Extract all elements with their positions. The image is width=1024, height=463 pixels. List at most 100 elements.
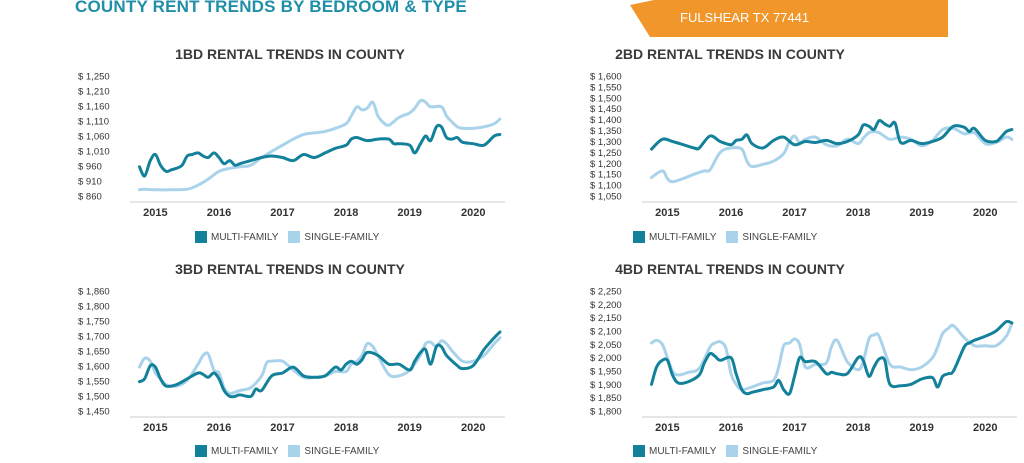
x-tick-label: 2020 [461, 207, 485, 219]
x-tick-label: 2017 [782, 207, 806, 219]
series-line-multi-family [138, 123, 502, 178]
y-tick-label: $ 1,210 [78, 87, 110, 98]
x-tick-label: 2015 [143, 422, 167, 434]
legend-1bd: MULTI-FAMILY SINGLE-FAMILY [195, 231, 389, 243]
legend-item-multi-family: MULTI-FAMILY [195, 445, 278, 457]
y-tick-label: $ 1,300 [590, 137, 622, 148]
y-tick-label: $ 1,450 [78, 407, 110, 418]
y-tick-label: $ 910 [78, 177, 102, 188]
y-tick-label: $ 1,550 [590, 82, 622, 93]
y-tick-label: $ 1,010 [78, 147, 110, 158]
y-tick-label: $ 1,800 [590, 407, 622, 418]
legend-label-multi: MULTI-FAMILY [211, 445, 279, 457]
legend-label-multi: MULTI-FAMILY [211, 231, 279, 243]
legend-label-single: SINGLE-FAMILY [304, 231, 380, 243]
x-tick-label: 2020 [973, 422, 997, 434]
y-tick-label: $ 1,550 [78, 377, 110, 388]
y-tick-label: $ 1,600 [590, 72, 622, 83]
x-tick-label: 2020 [973, 207, 997, 219]
legend-label-single: SINGLE-FAMILY [742, 445, 818, 457]
legend-swatch-single [726, 445, 739, 457]
y-tick-label: $ 1,350 [590, 126, 622, 137]
legend-item-multi-family: MULTI-FAMILY [633, 231, 716, 243]
y-tick-label: $ 1,450 [590, 104, 622, 115]
location-banner: FULSHEAR TX 77441 [630, 0, 948, 37]
x-tick-label: 2019 [909, 422, 933, 434]
legend-swatch-single [288, 445, 301, 457]
y-tick-label: $ 960 [78, 162, 102, 173]
y-tick-label: $ 1,650 [78, 347, 110, 358]
y-tick-label: $ 2,250 [590, 287, 622, 298]
location-label: FULSHEAR TX 77441 [680, 10, 810, 25]
chart-4bd: $ 2,250 $ 2,200 $ 2,150 $ 2,100 $ 2,050 $ 2,0… [590, 287, 1017, 434]
y-tick-label: $ 1,150 [590, 170, 622, 181]
x-tick-label: 2017 [782, 422, 806, 434]
legend-item-multi-family: MULTI-FAMILY [195, 231, 278, 243]
x-tick-label: 2018 [334, 207, 358, 219]
y-tick-label: $ 1,400 [590, 115, 622, 126]
x-tick-label: 2019 [397, 422, 421, 434]
y-tick-label: $ 1,750 [78, 317, 110, 328]
x-tick-label: 2019 [397, 207, 421, 219]
x-tick-label: 2019 [909, 207, 933, 219]
y-tick-label: $ 1,110 [78, 117, 109, 128]
series-line-single-family [650, 126, 1014, 184]
chart-title-1bd: 1BD RENTAL TRENDS IN COUNTY [175, 46, 405, 62]
x-tick-label: 2016 [719, 422, 743, 434]
legend-3bd: MULTI-FAMILY SINGLE-FAMILY [195, 445, 389, 457]
legend-swatch-multi [633, 445, 645, 457]
legend-4bd: MULTI-FAMILY SINGLE-FAMILY [633, 445, 827, 457]
x-tick-label: 2016 [719, 207, 743, 219]
banner-shape [630, 0, 948, 37]
x-tick-label: 2015 [655, 422, 679, 434]
y-tick-label: $ 1,800 [78, 302, 110, 313]
y-tick-label: $ 1,860 [78, 287, 110, 298]
x-tick-label: 2015 [655, 207, 679, 219]
y-tick-label: $ 1,160 [78, 102, 110, 113]
legend-label-single: SINGLE-FAMILY [304, 445, 380, 457]
y-tick-label: $ 1,900 [590, 380, 622, 391]
page-title: COUNTY RENT TRENDS BY BEDROOM & TYPE [75, 0, 467, 16]
legend-item-multi-family: MULTI-FAMILY [633, 445, 716, 457]
y-tick-label: $ 1,060 [78, 132, 110, 143]
legend-label-multi: MULTI-FAMILY [649, 445, 717, 457]
y-tick-label: $ 1,500 [590, 93, 622, 104]
y-tick-label: $ 1,100 [590, 181, 622, 192]
x-tick-label: 2016 [207, 207, 231, 219]
y-tick-label: $ 1,250 [78, 72, 110, 83]
chart-3bd: $ 1,860 $ 1,800 $ 1,750 $ 1,700 $ 1,650 $ 1,6… [78, 287, 505, 434]
legend-swatch-multi [195, 231, 207, 243]
y-tick-label: $ 2,100 [590, 327, 622, 338]
legend-swatch-multi [633, 231, 645, 243]
chart-title-2bd: 2BD RENTAL TRENDS IN COUNTY [615, 46, 845, 62]
chart-title-4bd: 4BD RENTAL TRENDS IN COUNTY [615, 261, 845, 277]
y-tick-label: $ 1,250 [590, 148, 622, 159]
legend-swatch-single [288, 231, 301, 243]
y-tick-label: $ 1,850 [590, 393, 622, 404]
y-tick-label: $ 1,700 [78, 332, 110, 343]
chart-1bd: $ 1,250 $ 1,210 $ 1,160 $ 1,110 $ 1,060 $ 1,0… [78, 72, 505, 219]
series-line-single-family [650, 321, 1014, 392]
y-tick-label: $ 1,200 [590, 159, 622, 170]
legend-item-single-family: SINGLE-FAMILY [726, 231, 817, 243]
chart-2bd: $ 1,600$ 1,550$ 1,500$ 1,450$ 1,400$ 1,3… [590, 72, 1017, 219]
legend-swatch-multi [195, 445, 207, 457]
x-tick-label: 2016 [207, 422, 231, 434]
series-line-single-family [138, 98, 502, 192]
y-tick-label: $ 2,000 [590, 353, 622, 364]
series-line-single-family [138, 336, 502, 395]
series-line-multi-family [138, 330, 502, 399]
legend-2bd: MULTI-FAMILY SINGLE-FAMILY [633, 231, 827, 243]
legend-label-single: SINGLE-FAMILY [742, 231, 818, 243]
legend-item-single-family: SINGLE-FAMILY [288, 231, 379, 243]
series-line-multi-family [650, 119, 1014, 151]
legend-item-single-family: SINGLE-FAMILY [726, 445, 817, 457]
y-tick-label: $ 2,050 [590, 340, 622, 351]
x-tick-label: 2020 [461, 422, 485, 434]
y-tick-label: $ 2,150 [590, 313, 622, 324]
x-tick-label: 2018 [334, 422, 358, 434]
x-tick-label: 2018 [846, 207, 870, 219]
y-tick-label: $ 1,050 [590, 192, 622, 203]
legend-label-multi: MULTI-FAMILY [649, 231, 717, 243]
y-tick-label: $ 2,200 [590, 300, 622, 311]
